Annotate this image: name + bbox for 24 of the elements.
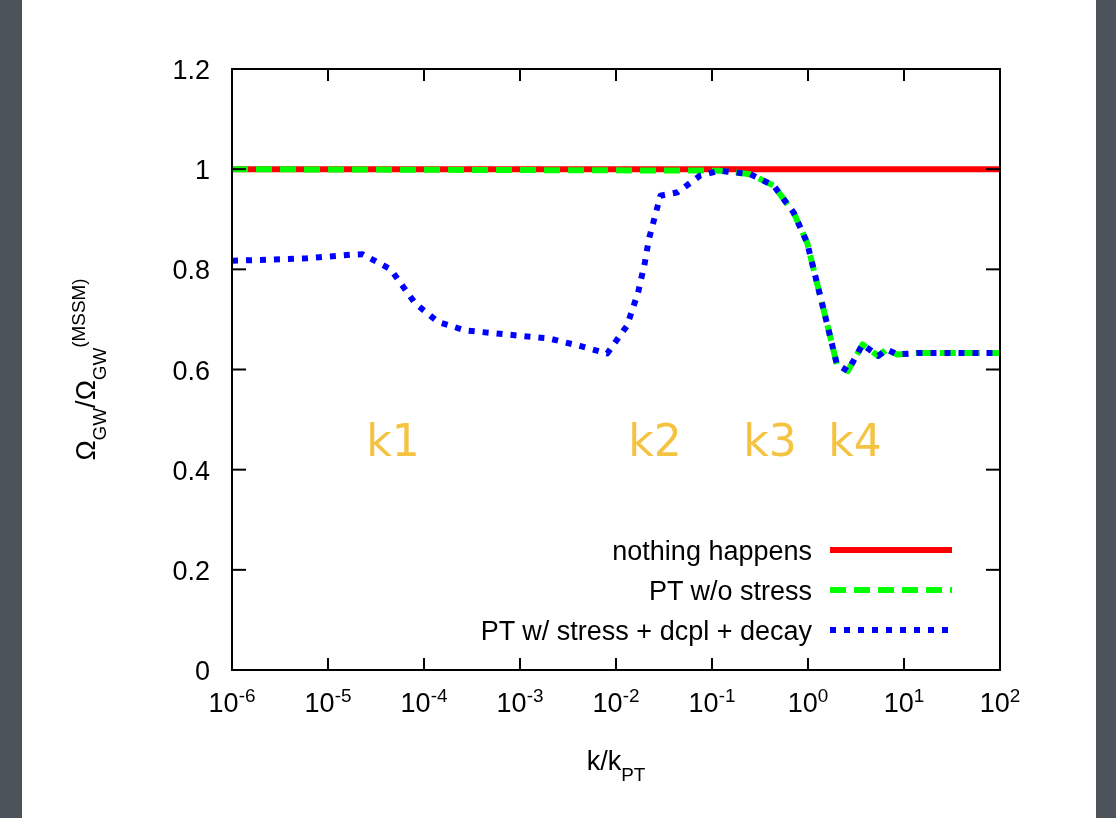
y-tick-label: 1.2 xyxy=(172,55,210,85)
x-tick-label: 10$^{-3}$ xyxy=(496,684,544,718)
legend-label: nothing happens xyxy=(612,536,812,566)
x-tick-label: 10$^{-6}$ xyxy=(208,684,256,718)
y-tick-label: 0 xyxy=(194,656,210,686)
y-tick-label: 0.4 xyxy=(172,455,210,486)
annotation: k3 xyxy=(743,415,797,466)
legend-label: PT w/ stress + dcpl + decay xyxy=(480,616,813,646)
y-tick-label: 0.8 xyxy=(172,255,210,286)
annotation: k4 xyxy=(828,415,882,466)
x-tick-label: 10$^{-2}$ xyxy=(592,684,640,718)
annotation: k1 xyxy=(366,415,420,466)
x-tick-label: 10$^{2}$ xyxy=(979,684,1021,718)
x-tick-label: 10$^{-5}$ xyxy=(304,684,352,718)
x-tick-label: 10$^{1}$ xyxy=(883,684,925,718)
x-tick-label: 10$^{0}$ xyxy=(787,684,829,718)
legend-label: PT w/o stress xyxy=(648,576,812,606)
x-axis-title: k/k$_{PT}$ xyxy=(586,746,646,785)
y-tick-label: 1 xyxy=(194,155,210,186)
y-tick-label: 0.6 xyxy=(172,355,210,386)
y-tick-label: 0.2 xyxy=(172,555,210,586)
x-tick-label: 10$^{-4}$ xyxy=(400,684,448,718)
annotation: k2 xyxy=(628,415,682,466)
x-tick-label: 10$^{-1}$ xyxy=(688,684,736,718)
